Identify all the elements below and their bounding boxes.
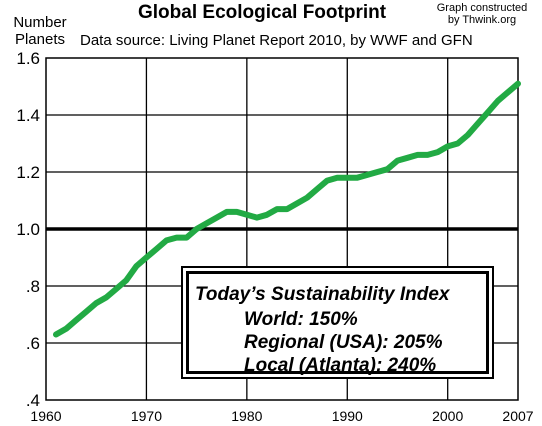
y-tick-label: 1.4 [16, 106, 40, 125]
plot-frame [45, 57, 519, 401]
x-tick-label: 2000 [432, 408, 463, 424]
y-tick-label: .4 [26, 391, 40, 410]
chart-subtitle: Data source: Living Planet Report 2010, … [80, 32, 473, 49]
chart-title: Global Ecological Footprint [138, 2, 387, 23]
x-tick-label: 1960 [30, 408, 61, 424]
index-regional: Regional (USA): 205% [244, 332, 443, 353]
x-tick-label: 1990 [332, 408, 363, 424]
x-tick-label: 1980 [231, 408, 262, 424]
y-tick-label: 1.6 [16, 49, 40, 68]
index-world: World: 150% [244, 309, 358, 330]
sustainability-index-inner-frame: Today’s Sustainability Index World: 150%… [186, 271, 489, 376]
sustainability-index-box: Today’s Sustainability Index World: 150%… [181, 266, 494, 379]
x-tick-label: 2007 [502, 408, 533, 424]
y-tick-label: 1.0 [16, 220, 40, 239]
chart-credit: Graph constructed by Thwink.org [436, 2, 528, 26]
footprint-series-line [53, 80, 521, 338]
x-tick-label: 1970 [131, 408, 162, 424]
y-tick-label: 1.2 [16, 163, 40, 182]
y-axis-label: Number Planets [13, 14, 67, 48]
y-tick-label: .6 [26, 334, 40, 353]
y-tick-label: .8 [26, 277, 40, 296]
index-local: Local (Atlanta): 240% [244, 355, 437, 376]
index-heading: Today’s Sustainability Index [195, 284, 450, 305]
